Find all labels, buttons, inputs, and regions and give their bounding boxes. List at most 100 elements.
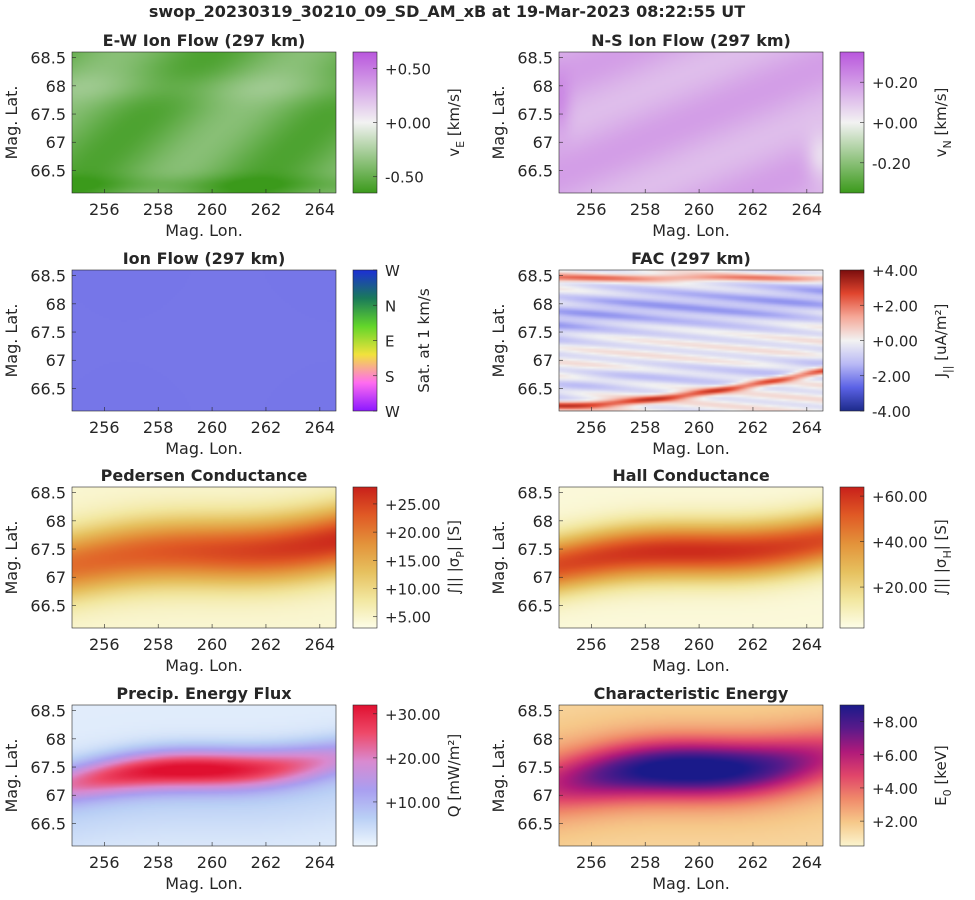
x-axis-label: Mag. Lon.: [165, 221, 243, 240]
x-axis-label: Mag. Lon.: [652, 221, 730, 240]
colorbar-tick-label: +20.00: [385, 524, 441, 542]
x-tick-label: 256: [576, 635, 607, 654]
colorbar-tick-label: +0.00: [872, 333, 918, 351]
colorbar-label-main: Q [mW/m²]: [445, 734, 463, 817]
y-tick-label: 68.5: [30, 267, 66, 286]
colorbar-label: E0 [keV]: [932, 745, 954, 806]
y-tick-label: 66.5: [517, 814, 553, 833]
y-tick-label: 67: [46, 568, 66, 587]
y-tick-label: 68: [533, 730, 553, 749]
y-tick-label: 67.5: [517, 105, 553, 124]
x-tick-label: 262: [251, 200, 282, 219]
colorbar-label-main: v: [445, 148, 463, 157]
colorbar-label-unit: [km/s]: [932, 88, 950, 141]
x-tick-label: 258: [630, 635, 661, 654]
y-tick-label: 68.5: [30, 702, 66, 721]
colorbar-label-sub: ||: [941, 366, 954, 373]
colorbar-tick-label: E: [385, 333, 394, 351]
colorbar-tick-label: +0.50: [385, 60, 431, 78]
panel-energy: Characteristic Energy 256 258 260 262 264 66.5…: [489, 684, 954, 893]
panel-precip: Precip. Energy Flux 256 258 260 262 264 66.5 67…: [2, 684, 463, 893]
heatmap-image: [559, 270, 823, 411]
y-tick-label: 68.5: [30, 484, 66, 503]
y-tick-label: 66.5: [30, 379, 66, 398]
y-axis-label: Mag. Lat.: [2, 303, 21, 377]
heatmap-image: [559, 705, 823, 846]
x-tick-label: 262: [251, 635, 282, 654]
x-tick-label: 258: [143, 635, 174, 654]
colorbar-label-sub: 0: [941, 789, 954, 796]
y-tick-label: 67.5: [517, 758, 553, 777]
colorbar-label-unit: [km/s]: [445, 88, 463, 141]
y-tick-label: 66.5: [517, 379, 553, 398]
y-tick-label: 66.5: [30, 161, 66, 180]
colorbar-tick-label: -0.20: [872, 155, 911, 173]
colorbar-label-sub: H: [941, 550, 954, 558]
y-tick-label: 67: [46, 786, 66, 805]
y-tick-label: 68.5: [517, 484, 553, 503]
colorbar-label-main: J: [932, 373, 950, 378]
x-tick-label: 260: [684, 200, 715, 219]
colorbar: [839, 704, 865, 847]
colorbar-label: vE [km/s]: [445, 88, 467, 156]
colorbar-label-unit: | [S]: [445, 520, 463, 551]
x-axis-label: Mag. Lon.: [165, 656, 243, 675]
colorbar-tick-label: +10.00: [385, 581, 441, 599]
heatmap-image: [72, 52, 336, 193]
colorbar-label: ∫|| |σH| [S]: [932, 519, 954, 596]
colorbar-tick-label: +40.00: [872, 534, 928, 552]
y-tick-label: 66.5: [517, 161, 553, 180]
y-tick-label: 68: [46, 512, 66, 531]
y-tick-label: 67.5: [30, 758, 66, 777]
y-tick-label: 67: [533, 351, 553, 370]
figure-title: swop_20230319_30210_09_SD_AM_xB at 19-Ma…: [149, 2, 745, 21]
colorbar-tick-label: +6.00: [872, 747, 918, 765]
x-tick-label: 262: [251, 418, 282, 437]
y-tick-label: 67: [533, 568, 553, 587]
plot-frame: [558, 704, 824, 847]
panel-ion_flow: Ion Flow (297 km) 256 258 260 262 264 66.5 67 67…: [2, 249, 433, 458]
x-axis-label: Mag. Lon.: [652, 874, 730, 893]
heatmap-image: [72, 487, 336, 628]
y-tick-label: 67.5: [517, 323, 553, 342]
x-tick-label: 264: [305, 635, 336, 654]
x-tick-label: 264: [305, 853, 336, 872]
colorbar-tick-label: +20.00: [872, 579, 928, 597]
colorbar-label: vN [km/s]: [932, 88, 954, 158]
colorbar-tick-label: +20.00: [385, 750, 441, 768]
y-tick-label: 68: [533, 512, 553, 531]
x-tick-label: 264: [792, 418, 823, 437]
y-tick-label: 68.5: [517, 702, 553, 721]
panel-title: Ion Flow (297 km): [123, 249, 286, 268]
colorbar-label-main: Sat. at 1 km/s: [415, 288, 433, 393]
x-tick-label: 260: [197, 200, 228, 219]
colorbar-tick-label: -2.00: [872, 368, 911, 386]
panel-fac: FAC (297 km) 256 258 260 262 264 66.5 67 67.5 68 6…: [489, 249, 954, 458]
y-tick-label: 67: [533, 786, 553, 805]
y-axis-label: Mag. Lat.: [2, 738, 21, 812]
y-tick-label: 67.5: [517, 540, 553, 559]
colorbar-label-main: ∫|| |σ: [932, 558, 950, 596]
y-axis-label: Mag. Lat.: [489, 85, 508, 159]
colorbar: [352, 704, 378, 847]
y-tick-label: 67: [533, 133, 553, 152]
plot-frame: [558, 486, 824, 629]
y-tick-label: 68: [46, 295, 66, 314]
colorbar-tick-label: -4.00: [872, 403, 911, 421]
y-tick-label: 66.5: [30, 596, 66, 615]
colorbar-tick-label: +8.00: [872, 714, 918, 732]
x-tick-label: 258: [143, 418, 174, 437]
colorbar-label-main: E: [932, 796, 950, 805]
colorbar-tick-label: +5.00: [385, 609, 431, 627]
x-axis-label: Mag. Lon.: [165, 874, 243, 893]
x-axis-label: Mag. Lon.: [652, 656, 730, 675]
x-tick-label: 256: [89, 200, 120, 219]
plot-frame: [71, 51, 337, 194]
x-tick-label: 262: [251, 853, 282, 872]
plot-frame: [71, 486, 337, 629]
plot-frame: [558, 51, 824, 194]
x-tick-label: 260: [684, 418, 715, 437]
x-tick-label: 262: [738, 200, 769, 219]
colorbar-label-unit: [keV]: [932, 745, 950, 789]
